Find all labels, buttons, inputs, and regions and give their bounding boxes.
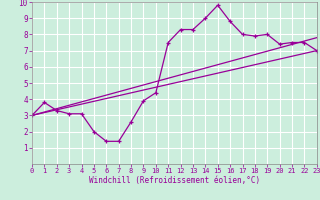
- X-axis label: Windchill (Refroidissement éolien,°C): Windchill (Refroidissement éolien,°C): [89, 176, 260, 185]
